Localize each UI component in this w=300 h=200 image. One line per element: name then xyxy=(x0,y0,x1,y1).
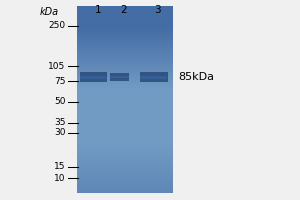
Text: 3: 3 xyxy=(154,5,161,15)
Text: kDa: kDa xyxy=(40,7,59,17)
Text: 35: 35 xyxy=(54,118,65,127)
Bar xyxy=(110,73,129,81)
Text: 1: 1 xyxy=(94,5,101,15)
Text: 250: 250 xyxy=(48,21,65,30)
Text: 30: 30 xyxy=(54,128,65,137)
Text: 2: 2 xyxy=(120,5,126,15)
Text: 50: 50 xyxy=(54,97,65,106)
Text: 10: 10 xyxy=(54,174,65,183)
Bar xyxy=(80,72,107,82)
Bar xyxy=(140,76,167,79)
Bar xyxy=(110,76,128,78)
Bar xyxy=(140,72,168,82)
Text: 75: 75 xyxy=(54,77,65,86)
Text: 15: 15 xyxy=(54,162,65,171)
Bar xyxy=(80,76,106,79)
Text: 105: 105 xyxy=(48,62,65,71)
Text: 85kDa: 85kDa xyxy=(178,72,214,82)
